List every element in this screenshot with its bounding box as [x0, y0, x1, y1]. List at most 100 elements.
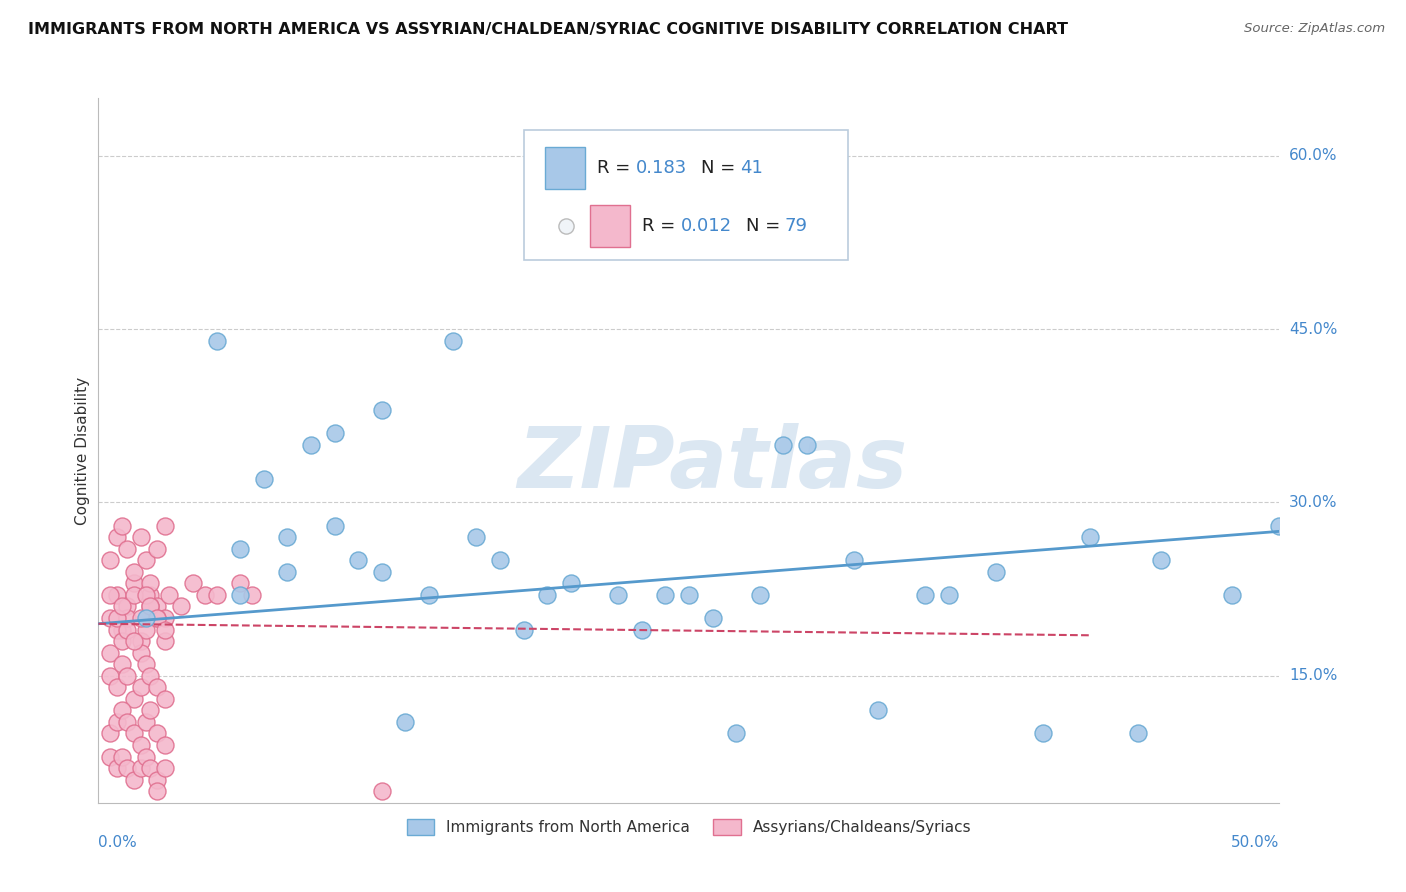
Text: 79: 79: [785, 217, 807, 235]
Point: [139, 703, 162, 717]
Point: [129, 738, 152, 752]
Point: [129, 634, 152, 648]
Point: [122, 691, 145, 706]
Text: ZIPatlas: ZIPatlas: [517, 423, 908, 506]
Point: [229, 576, 252, 591]
Point: [98, 553, 121, 567]
Point: [129, 611, 152, 625]
Point: [1220, 588, 1243, 602]
Point: [347, 553, 370, 567]
Point: [512, 623, 534, 637]
Point: [844, 553, 866, 567]
Point: [111, 703, 134, 717]
Point: [276, 530, 298, 544]
Point: [135, 749, 157, 764]
Point: [122, 565, 145, 579]
Point: [122, 634, 145, 648]
Point: [111, 599, 134, 614]
FancyBboxPatch shape: [589, 205, 630, 246]
Point: [371, 403, 394, 417]
Point: [1126, 726, 1149, 740]
Point: [153, 634, 176, 648]
Point: [111, 623, 134, 637]
Point: [866, 703, 889, 717]
Point: [371, 784, 394, 798]
Point: [418, 588, 440, 602]
Text: IMMIGRANTS FROM NORTH AMERICA VS ASSYRIAN/CHALDEAN/SYRIAC COGNITIVE DISABILITY C: IMMIGRANTS FROM NORTH AMERICA VS ASSYRIA…: [28, 22, 1069, 37]
Point: [748, 588, 770, 602]
Point: [135, 611, 157, 625]
Point: [135, 553, 157, 567]
Text: 50.0%: 50.0%: [1232, 835, 1279, 849]
Text: N =: N =: [700, 159, 741, 177]
Point: [796, 438, 818, 452]
Point: [122, 576, 145, 591]
Point: [105, 530, 128, 544]
Point: [938, 588, 960, 602]
Text: 0.0%: 0.0%: [98, 835, 138, 849]
Point: [105, 680, 128, 694]
Point: [135, 588, 157, 602]
Point: [630, 623, 652, 637]
Point: [111, 634, 134, 648]
Point: [394, 714, 416, 729]
Point: [98, 646, 121, 660]
Point: [984, 565, 1007, 579]
Legend: Immigrants from North America, Assyrians/Chaldeans/Syriacs: Immigrants from North America, Assyrians…: [401, 813, 977, 841]
Point: [115, 599, 138, 614]
FancyBboxPatch shape: [523, 130, 848, 260]
Point: [607, 588, 630, 602]
Point: [1080, 530, 1102, 544]
Point: [115, 623, 138, 637]
Point: [139, 576, 162, 591]
Text: 41: 41: [740, 159, 762, 177]
Point: [153, 761, 176, 775]
Point: [323, 518, 346, 533]
Point: [253, 472, 276, 486]
Point: [129, 761, 152, 775]
Point: [146, 611, 169, 625]
Point: [678, 588, 700, 602]
Text: 0.012: 0.012: [681, 217, 731, 235]
Point: [98, 588, 121, 602]
Point: [276, 565, 298, 579]
Point: [115, 611, 138, 625]
Point: [702, 611, 724, 625]
Text: 60.0%: 60.0%: [1289, 148, 1337, 163]
Point: [115, 541, 138, 556]
Point: [146, 784, 169, 798]
Point: [153, 691, 176, 706]
Text: 30.0%: 30.0%: [1289, 495, 1337, 510]
Point: [323, 426, 346, 441]
Point: [122, 588, 145, 602]
Point: [1268, 518, 1291, 533]
Point: [181, 576, 204, 591]
Point: [371, 565, 394, 579]
Text: Source: ZipAtlas.com: Source: ZipAtlas.com: [1244, 22, 1385, 36]
Point: [111, 749, 134, 764]
Point: [725, 726, 748, 740]
Point: [129, 680, 152, 694]
Point: [229, 541, 252, 556]
Point: [146, 772, 169, 787]
Point: [146, 611, 169, 625]
Text: 45.0%: 45.0%: [1289, 322, 1337, 336]
Point: [441, 334, 464, 348]
Point: [536, 588, 558, 602]
Point: [129, 530, 152, 544]
Point: [170, 599, 193, 614]
FancyBboxPatch shape: [546, 147, 585, 189]
Point: [105, 623, 128, 637]
Point: [240, 588, 263, 602]
Point: [1032, 726, 1054, 740]
Point: [139, 669, 162, 683]
Text: R =: R =: [596, 159, 636, 177]
Point: [229, 588, 252, 602]
Point: [914, 588, 936, 602]
Point: [115, 714, 138, 729]
Point: [135, 657, 157, 672]
Point: [98, 726, 121, 740]
Point: [98, 749, 121, 764]
Point: [205, 588, 228, 602]
Point: [205, 334, 228, 348]
